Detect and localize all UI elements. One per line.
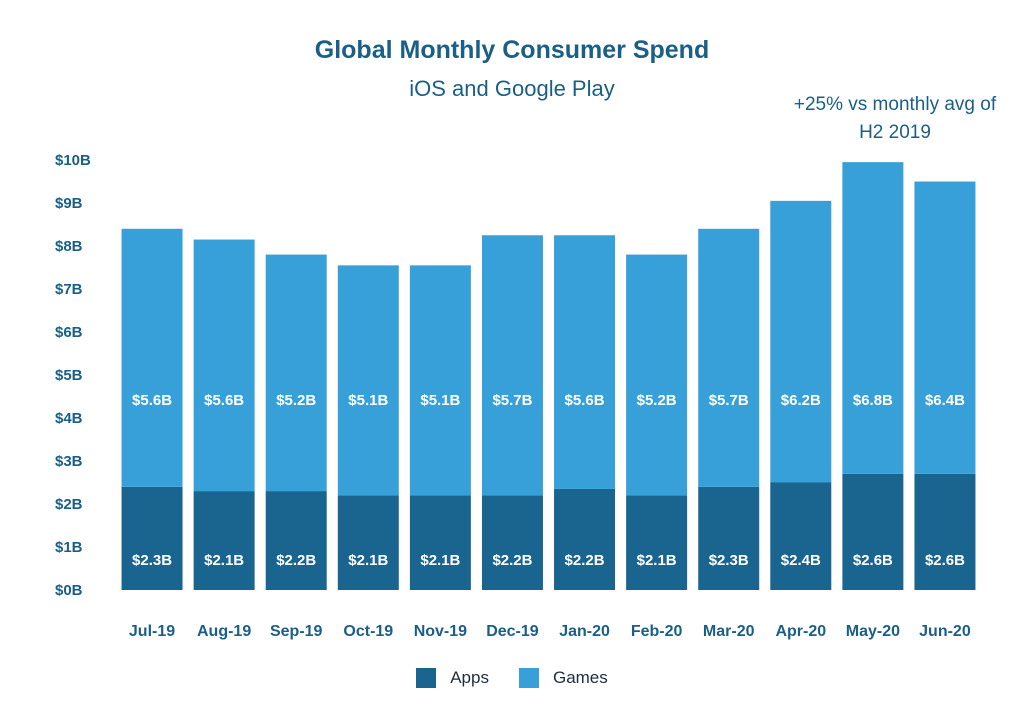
x-tick-label: Jul-19 (129, 623, 175, 640)
bar-apps (626, 495, 688, 590)
x-tick-label: Jan-20 (559, 623, 610, 640)
data-label-apps: $2.4B (781, 552, 821, 569)
legend-label-apps: Apps (450, 668, 489, 687)
data-label-apps: $2.2B (565, 552, 605, 569)
y-tick-label: $3B (55, 453, 83, 470)
data-label-games: $5.1B (348, 392, 388, 409)
bar-games (121, 228, 183, 487)
bar-games (193, 239, 255, 492)
legend-item-games: Games (518, 668, 608, 688)
data-label-games: $5.6B (132, 392, 172, 409)
bar-games (337, 265, 399, 496)
x-tick-label: Dec-19 (486, 623, 539, 640)
x-tick-label: Oct-19 (343, 623, 393, 640)
y-tick-label: $4B (55, 410, 83, 427)
bar-apps (554, 488, 616, 590)
bar-apps (698, 486, 760, 590)
y-tick-label: $0B (55, 582, 83, 599)
bar-apps (337, 495, 399, 590)
x-tick-label: Feb-20 (631, 623, 683, 640)
x-tick-label: Nov-19 (414, 623, 467, 640)
y-tick-label: $2B (55, 496, 83, 513)
x-tick-label: May-20 (846, 623, 900, 640)
data-label-games: $5.2B (276, 392, 316, 409)
bar-games (409, 265, 471, 496)
data-label-games: $5.7B (492, 392, 532, 409)
y-tick-label: $1B (55, 539, 83, 556)
x-tick-label: Aug-19 (197, 623, 251, 640)
legend-label-games: Games (552, 668, 608, 687)
bar-games (842, 162, 904, 474)
y-tick-label: $7B (55, 281, 83, 298)
data-label-games: $6.2B (781, 392, 821, 409)
data-label-apps: $2.1B (637, 552, 677, 569)
data-label-apps: $2.6B (853, 552, 893, 569)
data-label-apps: $2.2B (492, 552, 532, 569)
data-label-games: $5.6B (204, 392, 244, 409)
chart-subtitle: iOS and Google Play (409, 76, 615, 101)
bar-games (770, 200, 832, 483)
data-label-apps: $2.6B (925, 552, 965, 569)
data-label-games: $6.4B (925, 392, 965, 409)
bar-apps (409, 495, 471, 590)
legend-item-apps: Apps (416, 668, 489, 688)
x-tick-label: Jun-20 (919, 623, 971, 640)
chart-title: Global Monthly Consumer Spend (314, 36, 710, 64)
data-label-games: $5.6B (565, 392, 605, 409)
bar-games (481, 235, 543, 496)
bar-apps (121, 486, 183, 590)
x-tick-label: Mar-20 (703, 623, 755, 640)
bar-apps (265, 491, 327, 590)
chart-legend: Apps Games (0, 668, 1024, 688)
y-tick-label: $9B (55, 195, 83, 212)
y-tick-label: $10B (55, 152, 91, 169)
data-label-apps: $2.1B (348, 552, 388, 569)
bar-apps (770, 482, 832, 590)
x-tick-label: Apr-20 (775, 623, 826, 640)
bar-games (626, 254, 688, 496)
bar-games (265, 254, 327, 492)
y-tick-label: $6B (55, 324, 83, 341)
data-label-apps: $2.1B (420, 552, 460, 569)
data-label-apps: $2.1B (204, 552, 244, 569)
data-label-games: $5.7B (709, 392, 749, 409)
data-label-games: $5.1B (420, 392, 460, 409)
bar-games (554, 235, 616, 489)
data-label-apps: $2.2B (276, 552, 316, 569)
bar-apps (842, 473, 904, 590)
bar-games (914, 181, 976, 474)
legend-swatch-apps (416, 668, 437, 688)
bar-apps (481, 495, 543, 590)
y-tick-label: $5B (55, 367, 83, 384)
y-tick-label: $8B (55, 238, 83, 255)
legend-swatch-games (518, 668, 539, 688)
chart-annotation: +25% vs monthly avg of H2 2019 (793, 94, 997, 143)
bar-apps (914, 473, 976, 590)
bar-apps (193, 491, 255, 590)
data-label-games: $5.2B (637, 392, 677, 409)
data-label-games: $6.8B (853, 392, 893, 409)
x-tick-label: Sep-19 (270, 623, 323, 640)
bar-games (698, 228, 760, 487)
data-label-apps: $2.3B (709, 552, 749, 569)
data-label-apps: $2.3B (132, 552, 172, 569)
